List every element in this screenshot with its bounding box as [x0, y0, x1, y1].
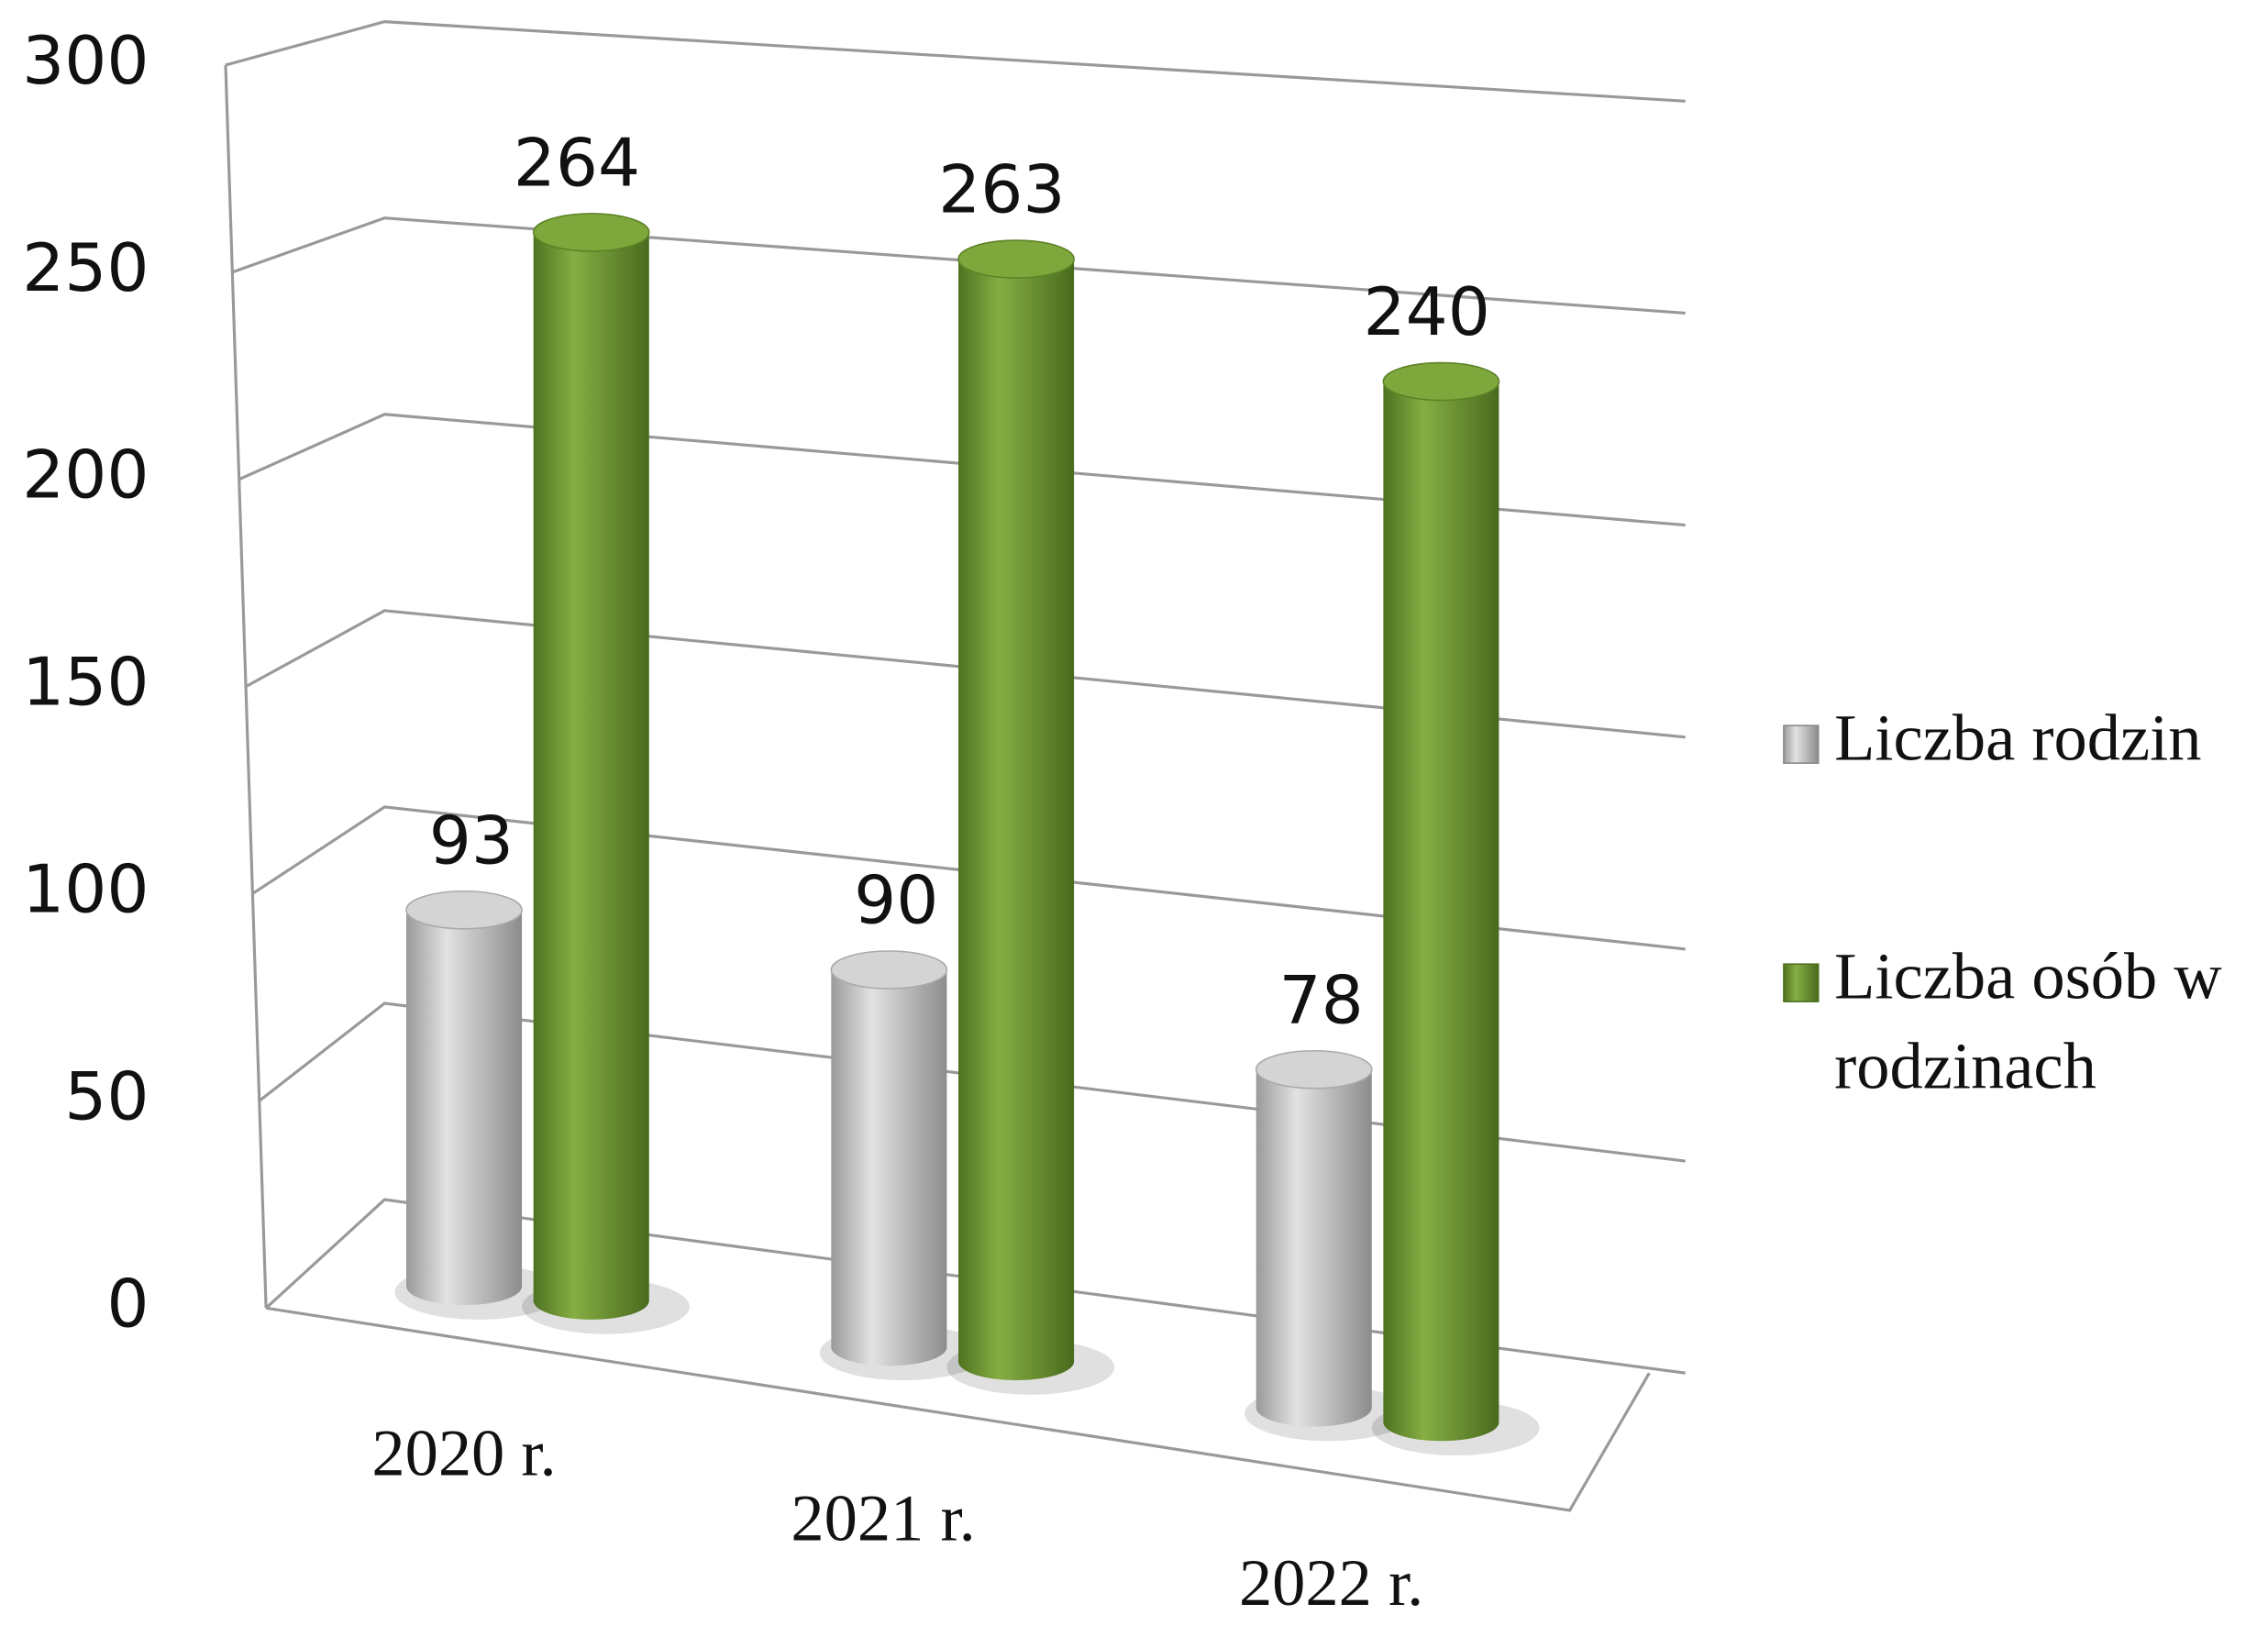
- y-tick-label: 200: [22, 437, 149, 514]
- bar: [831, 969, 947, 1366]
- y-tick-label: 150: [22, 645, 149, 722]
- grid-line: [245, 609, 1686, 739]
- bar-top: [405, 890, 523, 930]
- value-label: 240: [1363, 274, 1489, 351]
- bar: [958, 259, 1075, 1381]
- grid-line: [225, 20, 1686, 103]
- grid-line: [238, 413, 1686, 527]
- x-tick-label: 2022 r.: [1239, 1545, 1423, 1620]
- bar-top: [830, 950, 948, 990]
- grid-line: [251, 805, 1686, 951]
- y-tick-label: 300: [22, 23, 149, 100]
- legend-label: Liczba rodzin: [1834, 700, 2201, 774]
- bar: [1256, 1069, 1372, 1427]
- legend-label: Liczba osób w rodzinach: [1834, 938, 2222, 1102]
- grid-line: [265, 1198, 1686, 1375]
- bar-top: [1382, 361, 1500, 402]
- bar-top: [532, 213, 650, 252]
- floor: [265, 1306, 1651, 1512]
- legend-swatch: [1783, 963, 1820, 1002]
- bar: [533, 232, 649, 1320]
- value-label: 90: [854, 863, 938, 940]
- y-tick-label: 250: [22, 230, 149, 307]
- grid-line: [258, 1001, 1686, 1163]
- y-tick-label: 0: [106, 1266, 149, 1343]
- y-tick-label: 100: [22, 852, 149, 929]
- value-label: 264: [514, 126, 640, 203]
- y-tick-label: 50: [64, 1058, 149, 1135]
- bar-top: [1255, 1049, 1373, 1090]
- bar-top: [957, 239, 1075, 279]
- grid-line: [231, 216, 1686, 315]
- x-tick-label: 2021 r.: [791, 1480, 975, 1554]
- value-label: 78: [1278, 962, 1363, 1039]
- value-label: 93: [429, 802, 514, 879]
- x-tick-label: 2020 r.: [371, 1415, 556, 1489]
- legend-swatch: [1783, 725, 1820, 764]
- bar: [405, 910, 523, 1306]
- bar: [1383, 382, 1499, 1442]
- value-label: 263: [938, 152, 1065, 229]
